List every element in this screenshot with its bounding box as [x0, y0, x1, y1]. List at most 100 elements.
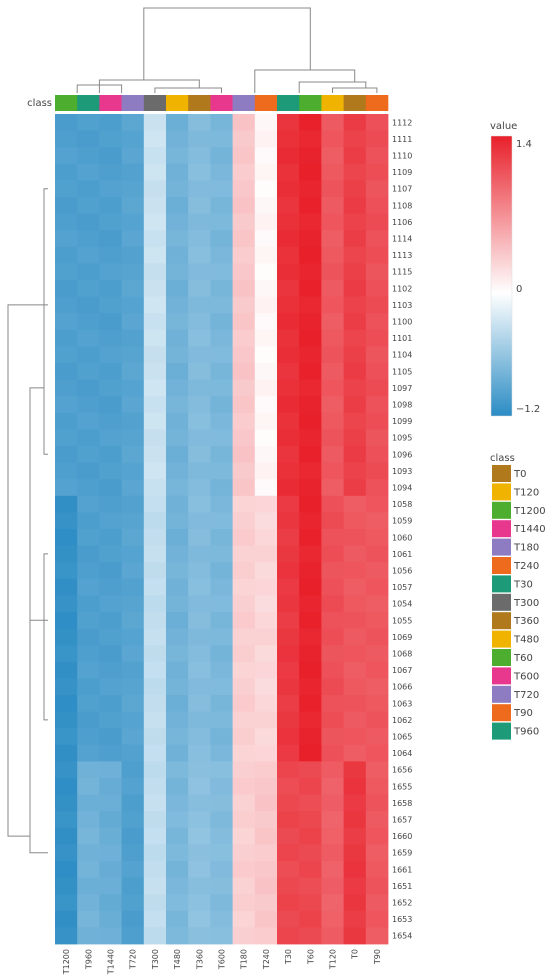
heatmap-cell: [143, 927, 167, 945]
heatmap-cell: [277, 844, 300, 862]
heatmap-cell: [254, 678, 278, 696]
heatmap-cell: [254, 412, 278, 430]
row-label: 1651: [392, 882, 412, 891]
class-legend-label: T0: [513, 469, 526, 480]
heatmap-cell: [365, 761, 389, 779]
heatmap-cell: [343, 197, 367, 214]
heatmap-cell: [343, 529, 367, 546]
heatmap-cell: [188, 844, 211, 862]
heatmap-cell: [143, 130, 167, 148]
heatmap-cell: [277, 778, 300, 795]
heatmap-cell: [232, 628, 256, 646]
row-label: 1096: [392, 450, 412, 459]
heatmap-cell: [55, 894, 78, 912]
heatmap-cell: [166, 529, 189, 546]
heatmap-cell: [77, 479, 100, 497]
heatmap-cell: [99, 861, 122, 878]
heatmap-cell: [365, 794, 389, 812]
class-legend-label: T600: [513, 671, 539, 682]
heatmap-cell: [143, 595, 167, 613]
heatmap-cell: [188, 827, 211, 845]
heatmap-cell: [210, 744, 233, 762]
heatmap-cell: [343, 213, 367, 231]
heatmap-cell: [321, 246, 344, 264]
heatmap-cell: [321, 379, 344, 397]
heatmap-cell: [143, 612, 167, 629]
heatmap-cell: [188, 811, 211, 829]
heatmap-cell: [254, 495, 278, 513]
heatmap-cell: [299, 147, 322, 165]
heatmap-cell: [99, 728, 122, 746]
heatmap-cell: [254, 280, 278, 297]
heatmap-cell: [121, 213, 145, 231]
heatmap-cell: [277, 163, 300, 181]
heatmap-cell: [77, 114, 100, 131]
row-label: 1098: [392, 401, 412, 410]
heatmap-cell: [166, 661, 189, 679]
heatmap-cell: [343, 396, 367, 414]
class-bar-cell: [166, 95, 189, 111]
heatmap-cell: [77, 545, 100, 563]
row-label: 1056: [392, 567, 412, 576]
heatmap-cell: [277, 827, 300, 845]
row-label: 1659: [392, 849, 412, 858]
heatmap-cell: [166, 562, 189, 580]
heatmap-cell: [166, 894, 189, 912]
dendro-branch: [298, 81, 367, 93]
heatmap-cell: [343, 479, 367, 497]
heatmap-cell: [254, 744, 278, 762]
heatmap-cell: [343, 263, 367, 281]
class-bar-cell: [277, 95, 300, 111]
heatmap-cell: [232, 346, 256, 364]
row-label: 1094: [392, 484, 412, 493]
heatmap-cell: [232, 894, 256, 912]
heatmap-cell: [365, 744, 389, 762]
heatmap-cell: [299, 545, 322, 563]
heatmap-cell: [232, 711, 256, 729]
heatmap-cell: [77, 678, 100, 696]
dendro-branch: [98, 79, 200, 93]
heatmap-cell: [321, 163, 344, 181]
heatmap-cell: [77, 130, 100, 148]
heatmap-cell: [55, 794, 78, 812]
heatmap-cell: [188, 296, 211, 314]
heatmap-cell: [343, 927, 367, 945]
row-label: 1093: [392, 467, 412, 476]
heatmap-cell: [99, 927, 122, 945]
heatmap-cell: [99, 197, 122, 214]
heatmap-cell: [166, 844, 189, 862]
heatmap-cell: [188, 612, 211, 629]
heatmap-cell: [55, 147, 78, 165]
heatmap-cell: [99, 263, 122, 281]
heatmap-cell: [55, 744, 78, 762]
heatmap-cell: [299, 811, 322, 829]
row-label: 1068: [392, 650, 412, 659]
heatmap-cell: [55, 661, 78, 679]
heatmap-cell: [365, 446, 389, 463]
heatmap-cell: [99, 695, 122, 712]
heatmap-cell: [321, 313, 344, 331]
class-legend-swatch: [492, 685, 511, 703]
heatmap-cell: [188, 562, 211, 580]
column-label: T360: [195, 949, 204, 970]
heatmap-cell: [121, 877, 145, 895]
heatmap-cell: [277, 645, 300, 663]
heatmap-cell: [277, 711, 300, 729]
heatmap-cell: [143, 280, 167, 297]
heatmap-cell: [143, 695, 167, 712]
heatmap-cell: [365, 612, 389, 629]
heatmap-cell: [166, 462, 189, 480]
value-legend-mid: 0: [516, 284, 522, 295]
heatmap-cell: [343, 861, 367, 878]
heatmap-cell: [254, 595, 278, 613]
heatmap-cell: [188, 230, 211, 248]
heatmap-cell: [188, 363, 211, 380]
heatmap-cell: [321, 529, 344, 546]
heatmap-cell: [254, 545, 278, 563]
heatmap-cell: [210, 678, 233, 696]
heatmap-cell: [365, 927, 389, 945]
heatmap-cell: [277, 296, 300, 314]
heatmap-cell: [254, 180, 278, 198]
heatmap-cell: [277, 114, 300, 131]
class-legend-swatch: [492, 465, 511, 482]
